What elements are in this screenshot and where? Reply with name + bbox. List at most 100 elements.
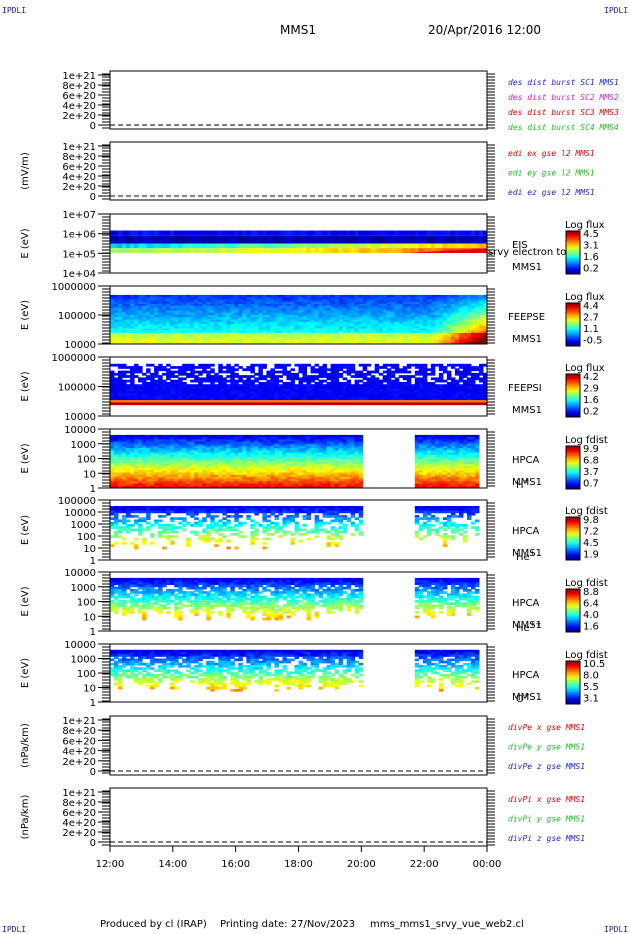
- colorbar-tick-label: 1.6: [583, 622, 599, 633]
- spacecraft-label: MMS1: [512, 620, 542, 631]
- y-axis-label: E (eV): [20, 300, 31, 330]
- spectrogram: [110, 230, 488, 253]
- panel-frame: [109, 213, 488, 274]
- y-axis-label: (nPa/km): [20, 723, 31, 768]
- y-tick-label: 0: [90, 838, 96, 849]
- instrument-label: HPCA: [512, 670, 540, 681]
- y-tick-label: 1e+21: [62, 142, 96, 153]
- legend-entry: des dist burst SC1 MMS1: [508, 78, 619, 87]
- legend-entry: edi ez gse l2 MMS1: [508, 188, 595, 197]
- y-tick-label: 1: [90, 556, 96, 567]
- y-tick-label: 4e+20: [62, 172, 96, 183]
- y-axis-label: E (eV): [20, 586, 31, 616]
- species-label: He+: [516, 549, 536, 563]
- y-axis-label: E (eV): [20, 515, 31, 545]
- footer-printing-date: Printing date: 27/Nov/2023: [220, 919, 356, 930]
- colorbar-tick-label: 3.1: [583, 241, 599, 252]
- colorbar: [565, 588, 581, 633]
- spacecraft-label: MMS1: [512, 334, 542, 345]
- x-tick-label: 16:00: [221, 859, 250, 870]
- spectrogram: [110, 649, 480, 692]
- colorbar-title: Log fdist: [565, 650, 608, 661]
- minor-ticks: [102, 431, 495, 487]
- y-tick-label: 8e+20: [62, 798, 96, 809]
- legend-entry: edi ey gse l2 MMS1: [508, 169, 595, 178]
- colorbar-tick-label: 4.5: [583, 538, 599, 549]
- y-tick-label: 4e+20: [62, 818, 96, 829]
- x-tick-label: 14:00: [158, 859, 187, 870]
- y-tick-label: 1: [90, 627, 96, 638]
- minor-ticks: [102, 216, 495, 272]
- colorbar-tick-label: 8.0: [583, 671, 599, 682]
- y-tick-label: 100: [77, 532, 96, 543]
- legend-entry: divPe z gse MMS1: [508, 762, 585, 771]
- y-tick-label: 100000: [58, 311, 96, 322]
- y-tick-label: 10: [83, 612, 96, 623]
- minor-ticks: [102, 359, 495, 415]
- legend-entry: des dist burst SC4 MMS4: [508, 123, 619, 132]
- colorbar-title: Log flux: [565, 292, 605, 303]
- colorbar-tick-label: 1.6: [583, 395, 599, 406]
- species-name: O: [516, 694, 524, 705]
- y-tick-label: 1e+21: [62, 716, 96, 727]
- minor-ticks: [102, 144, 495, 200]
- y-tick-label: 1e+21: [62, 71, 96, 82]
- y-tick-label: 6e+20: [62, 162, 96, 173]
- y-tick-label: 8e+20: [62, 726, 96, 737]
- minor-ticks: [102, 574, 495, 630]
- legend-entry: divPi z gse MMS1: [508, 834, 585, 843]
- minor-ticks: [102, 718, 495, 774]
- y-axis-label: E (eV): [20, 658, 31, 688]
- colorbar-tick-label: 1.1: [583, 324, 599, 335]
- colorbar-tick-label: 6.8: [583, 456, 599, 467]
- legend-entry: divPe y gse MMS1: [508, 743, 585, 752]
- spacecraft-label: MMS1: [512, 692, 542, 703]
- y-tick-label: 2e+20: [62, 757, 96, 768]
- y-tick-label: 100: [77, 598, 96, 609]
- minor-ticks: [102, 73, 495, 129]
- colorbar-tick-label: 0.7: [583, 479, 599, 490]
- y-tick-label: 2e+20: [62, 182, 96, 193]
- colorbar-tick-label: 5.5: [583, 682, 599, 693]
- colorbar: [565, 230, 581, 275]
- colorbar-title: Log flux: [565, 220, 605, 231]
- colorbar: [565, 660, 581, 705]
- corner-label-bottom-left: IPDLI: [2, 925, 27, 934]
- panel-frame: [109, 141, 488, 201]
- legend-entry: divPe x gse MMS1: [508, 723, 585, 732]
- y-tick-label: 8e+20: [62, 152, 96, 163]
- y-tick-label: 1e+07: [62, 210, 96, 221]
- y-tick-label: 10000: [64, 412, 96, 423]
- y-tick-label: 1000: [71, 520, 96, 531]
- minor-ticks: [102, 790, 495, 846]
- colorbar-tick-label: 4.4: [583, 301, 599, 312]
- colorbar: [565, 516, 581, 561]
- colorbar-tick-label: 3.1: [583, 694, 599, 705]
- y-tick-label: 0: [90, 192, 96, 203]
- colorbar-title: Log fdist: [565, 435, 608, 446]
- overlay-text: srvy electron to: [488, 247, 566, 258]
- y-tick-label: 100: [77, 455, 96, 466]
- y-tick-label: 10000: [64, 508, 96, 519]
- y-axis-label: E (eV): [20, 228, 31, 258]
- colorbar-title: Log flux: [565, 363, 605, 374]
- colorbar: [565, 373, 581, 418]
- species-charge: +: [524, 691, 530, 699]
- y-tick-label: 100: [77, 669, 96, 680]
- y-tick-label: 10000: [64, 640, 96, 651]
- x-tick-label: 12:00: [96, 859, 125, 870]
- y-tick-label: 4e+20: [62, 101, 96, 112]
- y-tick-label: 10000: [64, 340, 96, 351]
- instrument-label: FEEPSE: [508, 312, 545, 323]
- colorbar-tick-label: 1.9: [583, 550, 599, 561]
- x-tick-label: 20:00: [347, 859, 376, 870]
- y-tick-label: 1000000: [51, 353, 96, 364]
- spacecraft-label: MMS1: [512, 548, 542, 559]
- y-tick-label: 8e+20: [62, 81, 96, 92]
- x-tick-label: 22:00: [410, 859, 439, 870]
- species-label: O+: [516, 691, 530, 705]
- minor-ticks: [102, 646, 495, 702]
- panel-frame: [109, 428, 488, 489]
- colorbar-tick-label: 4.2: [583, 372, 599, 383]
